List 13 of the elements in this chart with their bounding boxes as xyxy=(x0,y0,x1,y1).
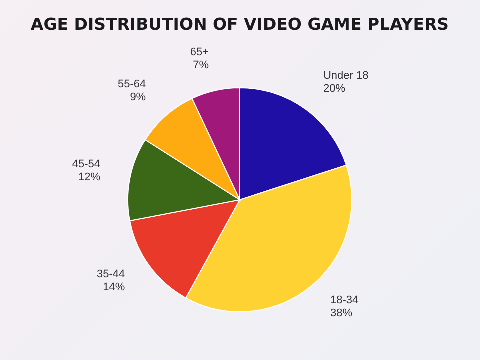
slice-label: 35-44 xyxy=(96,268,126,280)
slice-label: 55-64 xyxy=(118,78,146,90)
data-label: 38% xyxy=(330,307,353,320)
data-label: 7% xyxy=(193,59,210,72)
data-label: 14% xyxy=(103,281,126,294)
slice-label: 45-54 xyxy=(72,158,101,170)
slice-label: Under 18 xyxy=(323,70,369,82)
slice-label: 65+ xyxy=(190,46,210,58)
data-label: 12% xyxy=(78,171,101,184)
data-label: 20% xyxy=(323,83,346,96)
chart-title: AGE DISTRIBUTION OF VIDEO GAME PLAYERS xyxy=(30,15,450,34)
slice-label: 18-34 xyxy=(330,294,359,306)
data-label: 9% xyxy=(130,91,146,104)
